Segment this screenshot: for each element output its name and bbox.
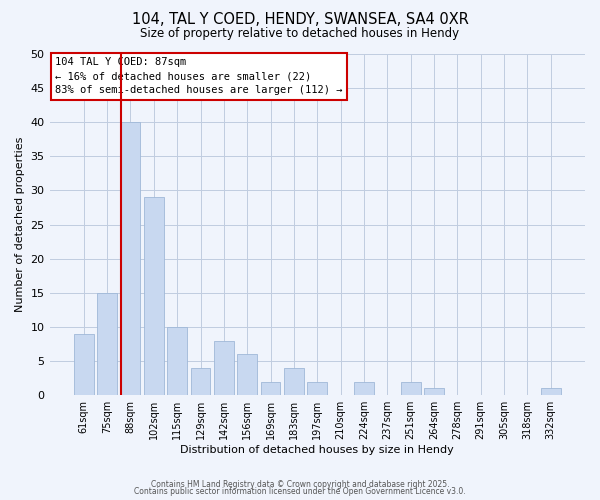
Bar bbox=[307, 382, 327, 395]
Bar bbox=[121, 122, 140, 395]
Bar bbox=[167, 327, 187, 395]
Bar bbox=[238, 354, 257, 395]
Bar bbox=[284, 368, 304, 395]
Bar bbox=[191, 368, 211, 395]
Bar bbox=[74, 334, 94, 395]
Text: 104, TAL Y COED, HENDY, SWANSEA, SA4 0XR: 104, TAL Y COED, HENDY, SWANSEA, SA4 0XR bbox=[131, 12, 469, 28]
Bar bbox=[541, 388, 560, 395]
Bar bbox=[354, 382, 374, 395]
Text: 104 TAL Y COED: 87sqm
← 16% of detached houses are smaller (22)
83% of semi-deta: 104 TAL Y COED: 87sqm ← 16% of detached … bbox=[55, 58, 343, 96]
Bar bbox=[144, 198, 164, 395]
Bar bbox=[214, 340, 234, 395]
Text: Contains public sector information licensed under the Open Government Licence v3: Contains public sector information licen… bbox=[134, 488, 466, 496]
Bar bbox=[260, 382, 280, 395]
Bar bbox=[401, 382, 421, 395]
Bar bbox=[424, 388, 444, 395]
Text: Contains HM Land Registry data © Crown copyright and database right 2025.: Contains HM Land Registry data © Crown c… bbox=[151, 480, 449, 489]
X-axis label: Distribution of detached houses by size in Hendy: Distribution of detached houses by size … bbox=[181, 445, 454, 455]
Text: Size of property relative to detached houses in Hendy: Size of property relative to detached ho… bbox=[140, 28, 460, 40]
Y-axis label: Number of detached properties: Number of detached properties bbox=[15, 137, 25, 312]
Bar bbox=[97, 293, 117, 395]
